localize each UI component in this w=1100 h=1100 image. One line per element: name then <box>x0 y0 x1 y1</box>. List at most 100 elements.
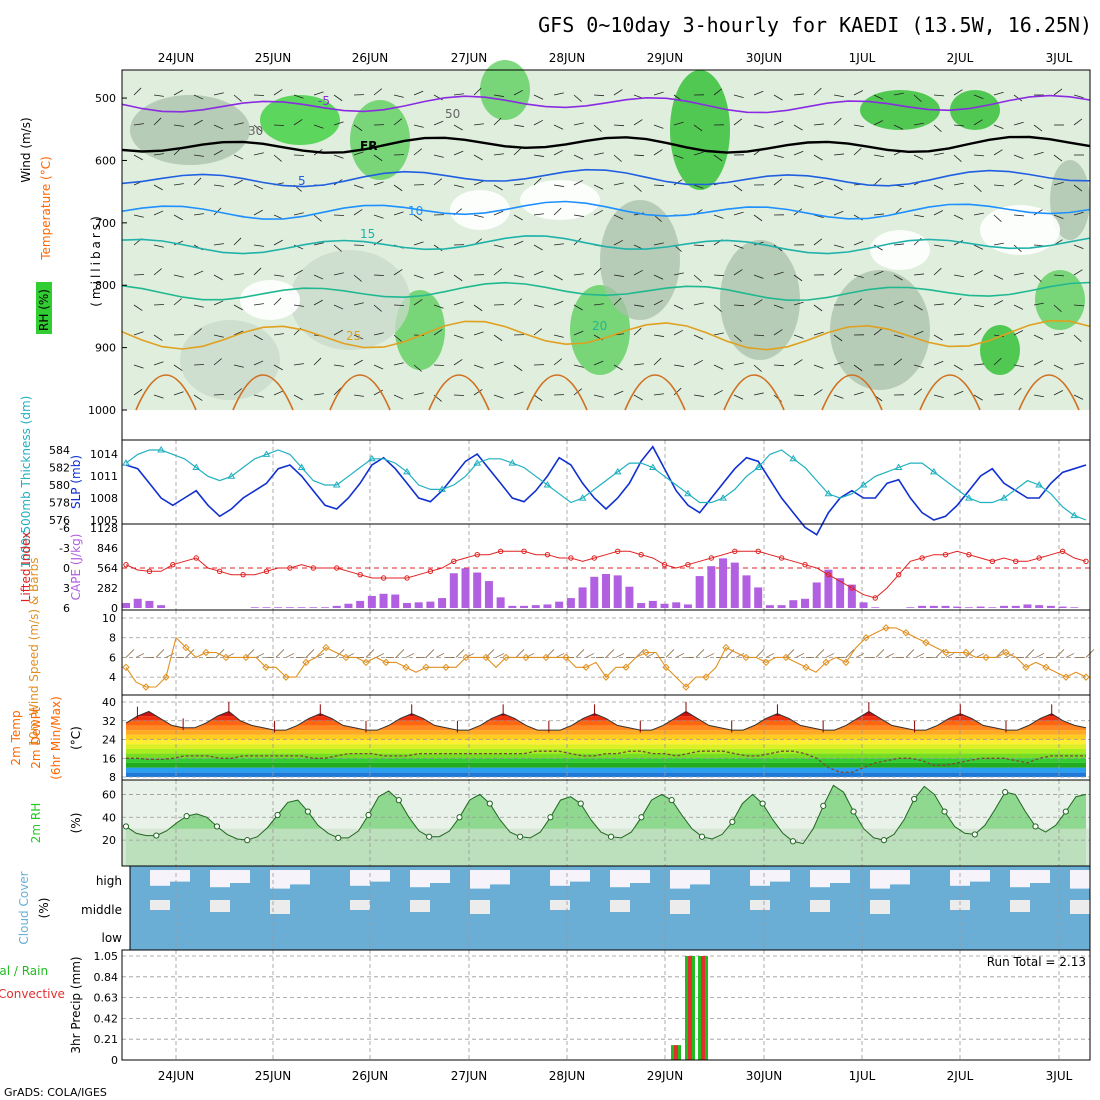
wind-barb <box>435 653 445 658</box>
wind-barb <box>373 332 384 336</box>
wind-barb <box>613 239 624 246</box>
wind-barb <box>593 152 604 156</box>
wind-barb <box>433 244 443 252</box>
wind-barb <box>293 212 304 216</box>
wind-barb <box>393 211 404 216</box>
wind-barb <box>993 242 1004 246</box>
wind-barb <box>705 653 715 658</box>
wind-barb <box>813 331 824 336</box>
wind-barb <box>233 122 244 126</box>
wind-barb <box>973 184 982 192</box>
rh-tick-label: 40 <box>102 811 116 824</box>
wind-barb <box>215 649 225 658</box>
high-cloud-gap <box>810 870 830 888</box>
y-tick-label: 500 <box>95 92 116 105</box>
wind-axis-label: Wind (m/s) <box>19 117 33 182</box>
rh-point <box>638 814 645 821</box>
cape-bar <box>496 597 505 608</box>
bottom-date-label: 28JUN <box>549 1069 586 1083</box>
wind-barb <box>153 94 164 97</box>
precip-frame <box>121 949 1091 1061</box>
wind-barb <box>713 304 722 312</box>
dry-region <box>450 190 510 230</box>
wind-barb <box>405 653 415 658</box>
wind-barb <box>333 244 342 252</box>
temp-color-band <box>126 734 1086 740</box>
high-cloud-gap <box>1030 870 1050 883</box>
wind-barb <box>493 153 504 156</box>
wind-barb <box>1013 304 1024 310</box>
wind-barb <box>793 274 803 282</box>
top-date-label: 30JUN <box>746 51 783 65</box>
wind-barb <box>253 360 264 366</box>
cape-bar <box>730 562 739 608</box>
wind-barb <box>353 274 362 282</box>
wind-barb <box>153 361 164 366</box>
wind-barb <box>513 214 523 221</box>
wind-barb <box>613 154 622 162</box>
wind-barb <box>993 149 1003 156</box>
wind-barb <box>513 274 524 278</box>
wind-barb <box>533 328 543 336</box>
wind-barb <box>233 273 244 276</box>
wind-speed-point <box>122 663 130 671</box>
wind-barb <box>733 184 743 192</box>
wind-barb <box>1025 649 1035 658</box>
wind-barb <box>1053 181 1064 186</box>
wind-barb <box>313 214 322 222</box>
lifted-index-point <box>1083 558 1089 565</box>
wind-speed-point <box>182 643 190 652</box>
cape-tick-label: 1128 <box>90 522 118 535</box>
wind-barb <box>853 391 864 396</box>
wind-barb <box>413 148 423 156</box>
precip-tick-label: 0 <box>111 1054 118 1067</box>
wind-barb <box>665 649 675 658</box>
wind-barb <box>853 240 864 246</box>
wind-barb <box>953 182 964 186</box>
lifted-index-point <box>661 561 668 568</box>
lifted-index-point <box>1059 548 1066 555</box>
wind-barb <box>953 89 963 96</box>
wind-barb <box>793 394 805 397</box>
wind-barb <box>373 214 384 219</box>
wind-barb <box>853 274 864 278</box>
temp-color-band <box>126 720 1086 726</box>
high-cloud-gap <box>370 870 390 882</box>
wind-barb <box>333 121 344 126</box>
wind-tick-label: 4 <box>109 671 116 684</box>
cape-bar <box>812 582 821 608</box>
wind-barb <box>813 123 824 126</box>
wind-barb <box>953 297 962 306</box>
wind-barb <box>993 91 1004 96</box>
wind-barb <box>285 653 295 658</box>
rh-point <box>153 832 160 839</box>
wind-barb <box>1053 390 1064 396</box>
cloud-unit-label: (%) <box>37 898 51 919</box>
wind-barb <box>893 300 904 306</box>
wind-barb <box>133 214 144 218</box>
wind-barb <box>913 304 923 311</box>
wind-barb <box>593 360 604 366</box>
wind-barb <box>973 327 982 336</box>
middle-cloud-gap <box>550 900 570 910</box>
wind-barb <box>573 94 582 102</box>
lifted-index-point <box>615 548 621 555</box>
wind-barb <box>335 649 345 658</box>
wind-barb <box>193 119 203 126</box>
top-date-label: 29JUN <box>647 51 684 65</box>
middle-cloud-gap <box>270 900 290 914</box>
rh-point <box>1062 808 1069 815</box>
wind-barb <box>573 304 583 311</box>
lifted-index-point <box>544 551 551 558</box>
rh-point <box>213 823 221 830</box>
wind-barb <box>273 333 284 336</box>
wind-barb <box>1033 360 1044 366</box>
wind-barb <box>645 653 655 658</box>
wind-barb <box>593 94 605 97</box>
wind-speed-point <box>642 648 650 657</box>
wind-barb <box>1013 214 1024 217</box>
panels: -5FR5101520253050500600700800900100024JU… <box>0 51 1095 1083</box>
rh-point <box>335 834 342 841</box>
isotherm-30 <box>821 374 883 411</box>
wind-barb <box>453 274 463 282</box>
